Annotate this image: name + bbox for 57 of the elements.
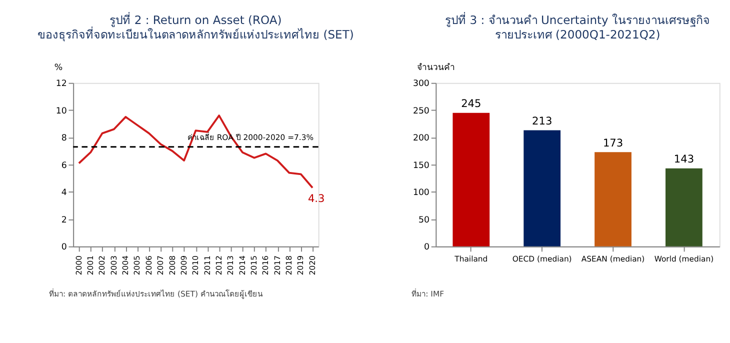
y-tick-label: 6: [61, 160, 67, 171]
x-tick-label: 2017: [272, 255, 282, 276]
bar: [524, 130, 561, 246]
x-tick-label: 2012: [214, 255, 224, 276]
x-tick-label: 2003: [109, 255, 118, 276]
y-tick-label: 8: [61, 134, 67, 144]
x-tick-label: 2014: [238, 255, 247, 276]
x-tick-label: OECD (median): [512, 254, 572, 264]
y-tick-label: 250: [412, 106, 430, 116]
x-tick-label: 2005: [132, 255, 142, 276]
x-tick-label: 2000: [74, 255, 84, 276]
chart-title: รูปที่ 2 : Return on Asset (ROA): [110, 12, 282, 28]
text: ที่มา: IMF: [412, 288, 444, 298]
bar: [594, 152, 632, 246]
y-axis-title: %: [54, 62, 63, 73]
y-axis-title: จำนวนคำ: [416, 62, 455, 73]
x-tick-label: 2004: [121, 255, 130, 276]
text: ที่มา: ตลาดหลักทรัพย์แห่งประเทศไทย (SET) คำนวณโดยผู้เขียน: [49, 288, 264, 300]
x-tick-label: 2001: [86, 255, 96, 276]
x-tick-label: 2019: [296, 255, 306, 276]
y-tick-label: 10: [56, 106, 67, 116]
chart-title: รูปที่ 3 : จำนวนคำ Uncertainty ในรายงานเศรษฐกิจ: [445, 12, 710, 28]
x-tick-label: 2018: [284, 255, 294, 276]
line-series: [78, 114, 314, 189]
x-tick-label: Thailand: [454, 254, 488, 264]
x-tick-label: 2006: [144, 255, 154, 276]
chart-subtitle: รายประเทศ (2000Q1-2021Q2): [494, 28, 660, 42]
x-tick-label: 2010: [191, 255, 200, 276]
y-tick-label: 12: [56, 79, 67, 90]
x-tick-label: 2002: [98, 255, 107, 276]
y-tick-label: 2: [61, 215, 67, 226]
y-tick-label: 150: [412, 160, 430, 171]
y-tick-label: 0: [424, 242, 430, 253]
x-tick-label: ASEAN (median): [581, 254, 645, 264]
y-tick-label: 200: [412, 134, 430, 144]
y-tick-label: 4: [61, 188, 68, 198]
x-tick-label: World (median): [654, 254, 714, 264]
x-tick-label: 2020: [308, 255, 317, 276]
bar: [452, 112, 490, 246]
bar: [666, 168, 702, 246]
x-tick-label: 2015: [250, 255, 259, 276]
data-label: 213: [532, 116, 552, 128]
y-tick-label: 0: [61, 242, 67, 253]
data-label: 143: [674, 154, 694, 166]
x-tick-label: 2016: [261, 255, 270, 276]
x-tick-label: 2011: [202, 255, 212, 276]
x-tick-label: 2008: [168, 255, 177, 276]
annotation: 4.3: [308, 193, 325, 206]
data-label: 173: [602, 137, 624, 150]
x-tick-label: 2007: [156, 255, 166, 276]
x-tick-label: 2013: [226, 255, 236, 276]
y-tick-label: 100: [412, 188, 430, 198]
data-label: 245: [461, 98, 482, 110]
y-tick-label: 50: [418, 215, 430, 226]
x-tick-label: 2009: [179, 255, 188, 276]
chart-subtitle: ของธุรกิจที่จดทะเบียนในตลาดหลักทรัพย์แห่งประเทศไทย (SET): [38, 26, 354, 42]
y-tick-label: 300: [412, 79, 430, 90]
